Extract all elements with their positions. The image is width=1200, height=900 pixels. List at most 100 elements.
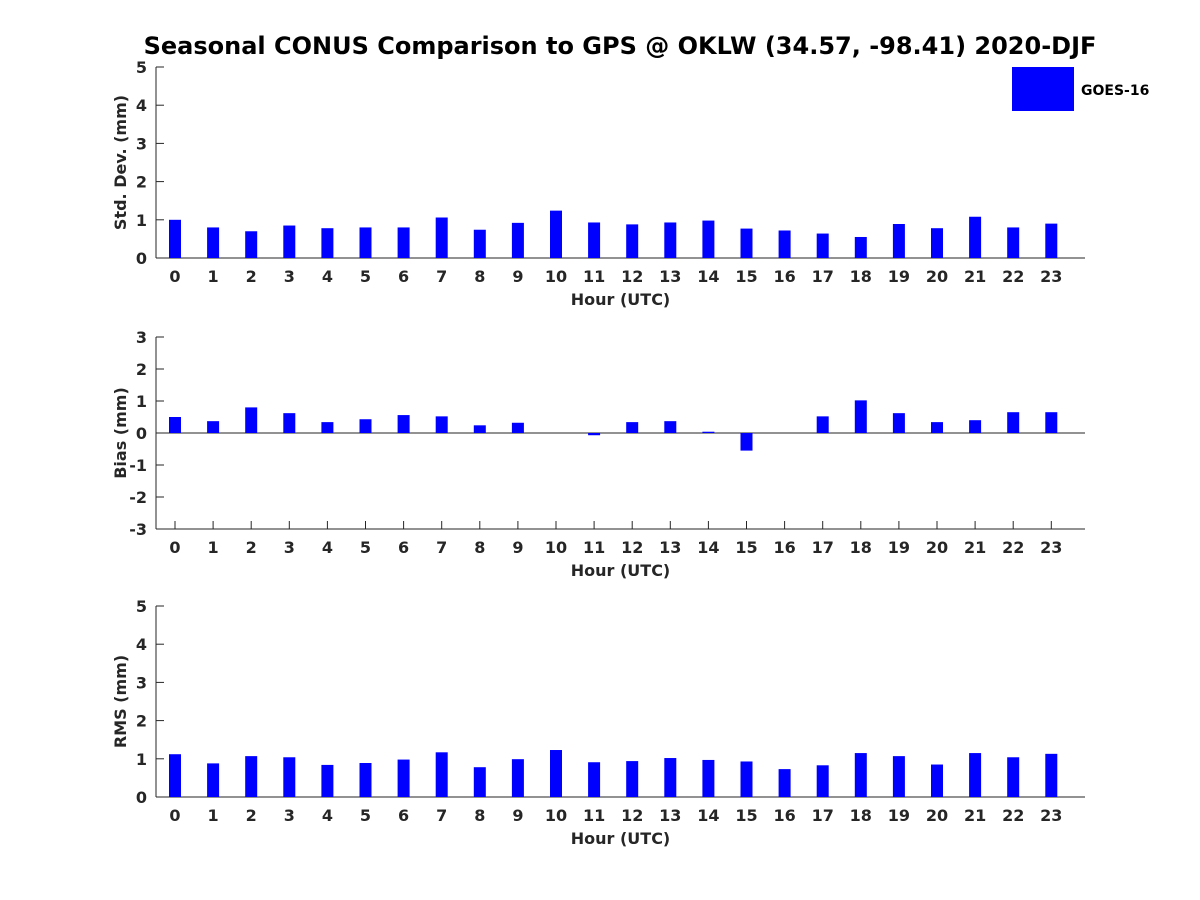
x-tick-label: 18 (850, 538, 872, 557)
bar (511, 222, 524, 258)
x-tick-label: 1 (208, 806, 219, 825)
bar (283, 225, 296, 258)
y-tick-label: 3 (136, 673, 147, 692)
bar (816, 765, 829, 797)
bar (359, 419, 372, 433)
x-tick-label: 23 (1040, 806, 1062, 825)
x-axis-label: Hour (UTC) (571, 290, 671, 309)
y-tick-label: 1 (136, 211, 147, 230)
bar (321, 422, 334, 433)
bar (169, 417, 181, 433)
x-tick-label: 12 (621, 267, 643, 286)
x-tick-label: 13 (659, 538, 681, 557)
x-tick-label: 0 (169, 806, 180, 825)
bar (740, 433, 753, 451)
bar (588, 762, 601, 797)
x-tick-label: 3 (284, 806, 295, 825)
bar (778, 769, 791, 797)
bar (931, 764, 943, 797)
x-tick-label: 12 (621, 538, 643, 557)
bar (702, 220, 715, 258)
bar (473, 229, 486, 258)
x-tick-label: 1 (208, 538, 219, 557)
x-tick-label: 11 (583, 267, 605, 286)
bar (892, 756, 905, 797)
x-tick-label: 9 (512, 538, 523, 557)
x-tick-label: 23 (1040, 267, 1062, 286)
bar (397, 759, 410, 797)
bar (969, 216, 982, 258)
x-tick-label: 7 (436, 267, 447, 286)
bar (321, 764, 334, 797)
y-axis-label: RMS (mm) (111, 655, 130, 748)
bar (854, 236, 867, 258)
x-tick-label: 16 (773, 267, 795, 286)
x-axis-label: Hour (UTC) (571, 829, 671, 848)
x-tick-label: 5 (360, 806, 371, 825)
bar (550, 210, 562, 258)
x-axis-label: Hour (UTC) (571, 561, 671, 580)
bar (169, 754, 181, 797)
y-tick-label: -2 (129, 488, 147, 507)
x-tick-label: 5 (360, 538, 371, 557)
x-tick-label: 19 (888, 267, 910, 286)
x-tick-label: 6 (398, 806, 409, 825)
x-tick-label: 15 (735, 267, 757, 286)
x-tick-label: 21 (964, 538, 986, 557)
bar (969, 753, 982, 797)
y-tick-label: 4 (136, 96, 147, 115)
bar (359, 763, 372, 797)
bar (359, 227, 372, 258)
x-tick-label: 11 (583, 806, 605, 825)
y-tick-label: 0 (136, 249, 147, 268)
bar (1045, 223, 1058, 258)
bar (892, 413, 905, 433)
bar (207, 421, 220, 433)
x-tick-label: 15 (735, 538, 757, 557)
bar (1007, 412, 1020, 433)
bar (245, 756, 258, 797)
bar (473, 767, 486, 797)
bar (664, 758, 677, 797)
x-tick-label: 0 (169, 267, 180, 286)
bar (207, 763, 220, 797)
x-tick-label: 10 (545, 806, 567, 825)
x-tick-label: 14 (697, 267, 719, 286)
x-tick-label: 9 (512, 806, 523, 825)
x-tick-label: 2 (246, 806, 257, 825)
y-tick-label: 5 (136, 58, 147, 77)
y-tick-label: 1 (136, 392, 147, 411)
x-tick-label: 15 (735, 806, 757, 825)
y-tick-label: 5 (136, 597, 147, 616)
x-tick-label: 14 (697, 538, 719, 557)
bar (702, 431, 715, 433)
bar (511, 422, 524, 433)
bar (854, 400, 867, 433)
x-tick-label: 17 (812, 806, 834, 825)
legend-label: GOES-16 (1081, 83, 1149, 99)
x-tick-label: 13 (659, 806, 681, 825)
bar (435, 752, 448, 797)
y-tick-label: 0 (136, 424, 147, 443)
legend-swatch (1012, 67, 1074, 111)
bar (892, 224, 905, 258)
bar (1045, 753, 1058, 797)
y-axis-label: Std. Dev. (mm) (111, 95, 130, 230)
bar (664, 222, 677, 258)
x-tick-label: 1 (208, 267, 219, 286)
x-tick-label: 22 (1002, 806, 1024, 825)
x-tick-label: 8 (474, 806, 485, 825)
x-tick-label: 13 (659, 267, 681, 286)
x-tick-label: 9 (512, 267, 523, 286)
x-tick-label: 20 (926, 538, 948, 557)
bar (626, 761, 639, 797)
x-tick-label: 10 (545, 267, 567, 286)
x-tick-label: 22 (1002, 267, 1024, 286)
x-tick-label: 16 (773, 538, 795, 557)
x-tick-label: 8 (474, 267, 485, 286)
y-tick-label: 2 (136, 173, 147, 192)
bar (740, 228, 753, 258)
